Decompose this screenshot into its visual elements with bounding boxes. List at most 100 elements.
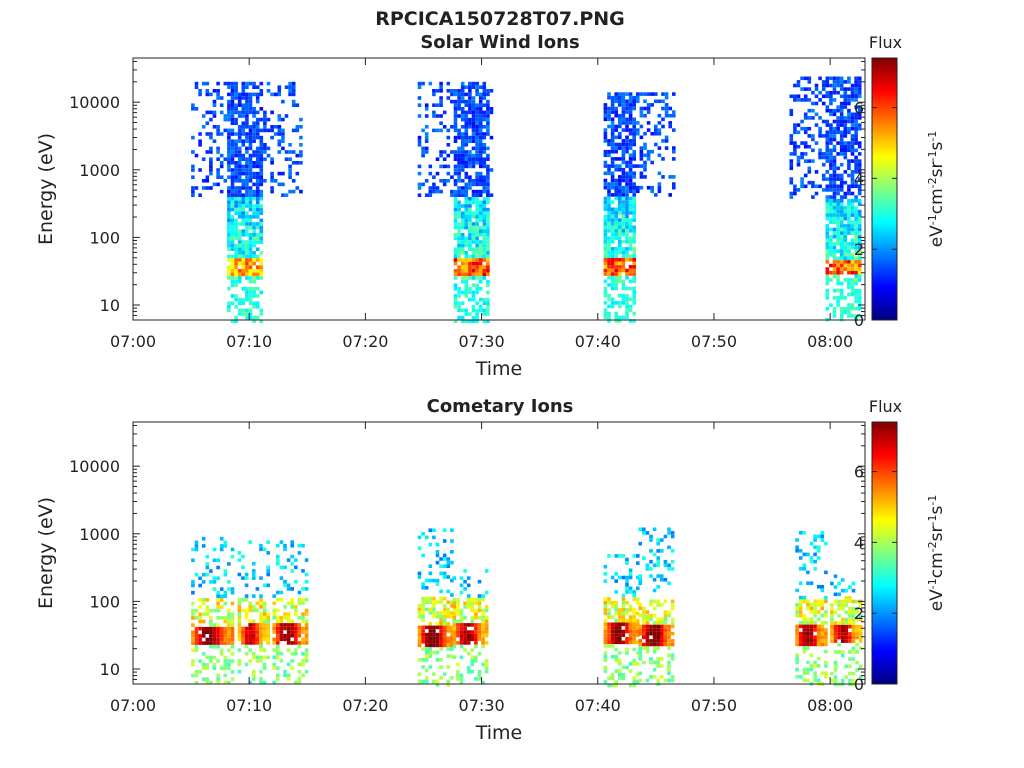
heatmap-cell — [632, 297, 636, 302]
heatmap-cell — [643, 113, 647, 118]
heatmap-cell — [857, 299, 862, 304]
heatmap-cell — [803, 98, 808, 102]
heatmap-cell — [821, 155, 826, 160]
heatmap-cell — [829, 90, 833, 95]
heatmap-cell — [847, 148, 851, 153]
heatmap-cell — [471, 81, 476, 86]
heatmap-cell — [621, 250, 626, 255]
heatmap-cell — [470, 623, 475, 627]
heatmap-cell — [843, 195, 848, 199]
heatmap-cell — [803, 130, 808, 135]
heatmap-cell — [482, 265, 487, 269]
heatmap-cell — [661, 117, 665, 122]
heatmap-cell — [843, 119, 848, 124]
heatmap-cell — [453, 103, 458, 107]
heatmap-cell — [237, 164, 242, 169]
heatmap-cell — [614, 572, 618, 576]
heatmap-cell — [798, 610, 803, 614]
heatmap-cell — [301, 612, 305, 616]
heatmap-cell — [460, 319, 465, 323]
heatmap-cell — [471, 161, 476, 165]
heatmap-cell — [453, 287, 458, 291]
heatmap-cell — [489, 135, 494, 140]
heatmap-cell — [470, 615, 475, 620]
heatmap-cell — [237, 139, 242, 143]
heatmap-cell — [417, 679, 422, 684]
heatmap-cell — [248, 225, 253, 230]
heatmap-cell — [435, 600, 440, 604]
heatmap-cell — [435, 578, 440, 583]
heatmap-cell — [464, 99, 469, 104]
heatmap-cell — [821, 173, 826, 178]
heatmap-cell — [816, 603, 821, 607]
heatmap-cell — [806, 642, 810, 647]
heatmap-cell — [283, 612, 287, 616]
heatmap-cell — [205, 132, 210, 136]
heatmap-cell — [603, 225, 608, 230]
heatmap-cell — [471, 182, 476, 187]
heatmap-cell — [854, 220, 858, 225]
heatmap-cell — [241, 139, 246, 143]
heatmap-cell — [453, 297, 458, 302]
heatmap-cell — [270, 135, 274, 140]
heatmap-cell — [802, 617, 807, 621]
heatmap-cell — [610, 218, 615, 222]
heatmap-cell — [417, 571, 422, 576]
heatmap-cell — [439, 85, 443, 89]
heatmap-cell — [424, 193, 429, 197]
heatmap-cell — [825, 195, 830, 199]
heatmap-cell — [237, 297, 242, 302]
heatmap-cell — [417, 186, 422, 190]
heatmap-cell — [603, 254, 608, 258]
heatmap-cell — [457, 96, 461, 100]
heatmap-cell — [457, 251, 461, 255]
heatmap-cell — [645, 678, 650, 683]
heatmap-cell — [857, 116, 862, 120]
heatmap-cell — [625, 106, 629, 111]
heatmap-cell — [636, 651, 640, 655]
heatmap-cell — [277, 117, 282, 122]
heatmap-cell — [625, 618, 629, 623]
heatmap-cell — [464, 189, 469, 194]
heatmap-cell — [424, 650, 429, 655]
heatmap-cell — [459, 655, 464, 660]
heatmap-cell — [610, 279, 615, 284]
heatmap-cell — [632, 175, 636, 179]
heatmap-cell — [234, 276, 238, 280]
heatmap-cell — [477, 605, 482, 609]
heatmap-cell — [628, 572, 633, 576]
heatmap-cell — [621, 117, 626, 122]
heatmap-cell — [237, 279, 242, 284]
heatmap-cell — [830, 610, 834, 615]
colorbar-tick-label: 4 — [854, 169, 864, 188]
heatmap-cell — [607, 626, 611, 630]
heatmap-cell — [259, 143, 264, 147]
heatmap-cell — [850, 152, 855, 156]
heatmap-cell — [209, 637, 213, 642]
heatmap-cell — [205, 662, 210, 667]
heatmap-cell — [245, 290, 249, 295]
heatmap-cell — [286, 601, 291, 606]
heatmap-cell — [266, 612, 270, 616]
heatmap-cell — [209, 634, 213, 638]
heatmap-cell — [843, 245, 848, 250]
heatmap-cell — [656, 574, 660, 578]
heatmap-cell — [468, 265, 472, 269]
heatmap-cell — [457, 269, 461, 273]
heatmap-cell — [230, 89, 235, 93]
heatmap-cell — [607, 171, 611, 176]
heatmap-cell — [478, 143, 483, 147]
heatmap-cell — [795, 624, 799, 629]
heatmap-cell — [652, 624, 657, 629]
heatmap-cell — [857, 166, 862, 171]
heatmap-cell — [457, 207, 461, 212]
heatmap-cell — [450, 640, 454, 644]
heatmap-cell — [832, 195, 837, 199]
heatmap-cell — [829, 245, 833, 250]
heatmap-cell — [277, 132, 282, 136]
heatmap-cell — [270, 171, 274, 176]
heatmap-cell — [194, 670, 199, 674]
heatmap-cell — [854, 134, 858, 138]
heatmap-cell — [829, 213, 833, 217]
heatmap-cell — [475, 215, 479, 219]
